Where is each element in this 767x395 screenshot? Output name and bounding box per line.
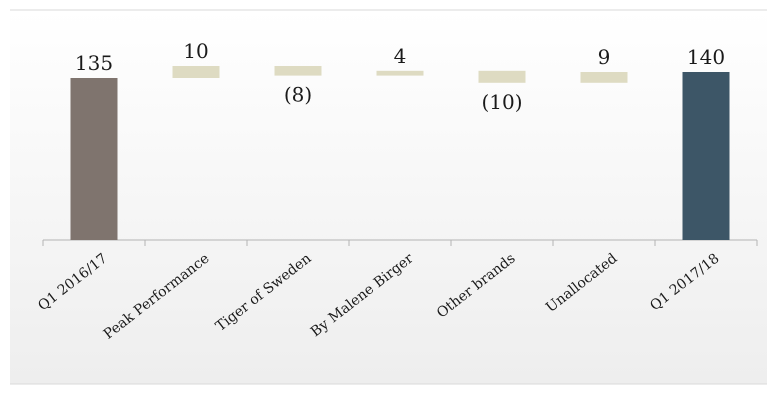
total-bar <box>70 78 118 240</box>
delta-bar <box>376 70 424 76</box>
data-label: 4 <box>394 44 407 68</box>
data-label: 140 <box>687 45 725 69</box>
delta-bar <box>478 70 526 83</box>
data-label: 9 <box>598 45 611 69</box>
data-label: (8) <box>284 83 312 107</box>
data-label: 135 <box>75 51 113 75</box>
delta-bar <box>580 72 628 83</box>
data-label: 10 <box>183 39 208 63</box>
delta-bar <box>274 66 322 76</box>
data-label: (10) <box>481 90 522 114</box>
delta-bar <box>172 66 220 78</box>
total-bar <box>682 72 730 240</box>
